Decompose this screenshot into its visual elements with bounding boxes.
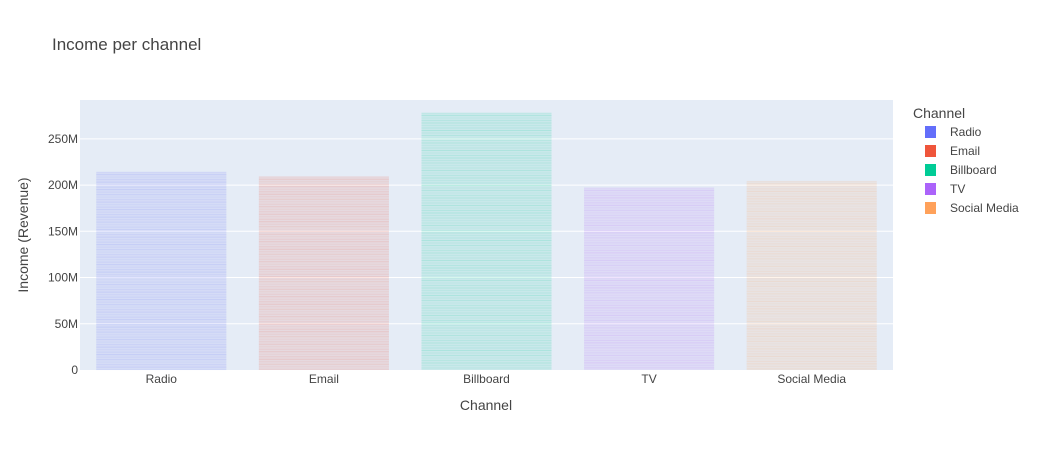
bar-billboard (421, 112, 552, 371)
y-axis-ticks: 0 50M 100M 150M 200M 250M (48, 132, 78, 377)
legend-item-billboard[interactable]: Billboard (925, 163, 997, 177)
x-tick-label: Radio (146, 372, 178, 386)
bar-social-media (746, 180, 877, 370)
bar-fill (258, 176, 389, 370)
legend-label: Billboard (950, 163, 997, 177)
legend-title: Channel (913, 105, 965, 121)
chart-title: Income per channel (52, 35, 201, 54)
x-tick-label: Billboard (463, 372, 510, 386)
legend-label: Radio (950, 125, 982, 139)
y-tick-label: 50M (55, 317, 78, 331)
legend-item-email[interactable]: Email (925, 144, 980, 158)
y-tick-label: 150M (48, 224, 78, 238)
x-axis-ticks: Radio Email Billboard TV Social Media (146, 372, 847, 386)
x-tick-label: Email (309, 372, 339, 386)
bar-radio (96, 171, 227, 371)
legend-item-social-media[interactable]: Social Media (925, 201, 1019, 215)
legend-label: Social Media (950, 201, 1019, 215)
legend-swatch (925, 126, 936, 138)
y-tick-label: 200M (48, 178, 78, 192)
legend-swatch (925, 164, 936, 176)
x-tick-label: Social Media (777, 372, 846, 386)
legend-swatch (925, 202, 936, 214)
legend-label: Email (950, 144, 980, 158)
legend-item-tv[interactable]: TV (925, 182, 965, 196)
bar-fill (421, 112, 552, 371)
bar-tv (584, 187, 715, 370)
gridlines (80, 138, 893, 325)
y-tick-label: 0 (71, 363, 78, 377)
plot-area (80, 100, 893, 370)
legend-swatch (925, 183, 936, 195)
legend-swatch (925, 145, 936, 157)
legend-label: TV (950, 182, 965, 196)
legend-item-radio[interactable]: Radio (925, 125, 982, 139)
y-axis-title: Income (Revenue) (15, 177, 31, 292)
y-tick-label: 250M (48, 132, 78, 146)
y-tick-label: 100M (48, 271, 78, 285)
x-axis-title: Channel (460, 397, 512, 413)
legend: Channel Radio Email Billboard TV Social Medi… (913, 105, 1019, 215)
bar-fill (96, 172, 227, 370)
bar-fill (584, 187, 715, 370)
bars (96, 112, 877, 371)
bar-email (258, 176, 389, 370)
x-tick-label: TV (641, 372, 656, 386)
bar-fill (746, 181, 877, 370)
